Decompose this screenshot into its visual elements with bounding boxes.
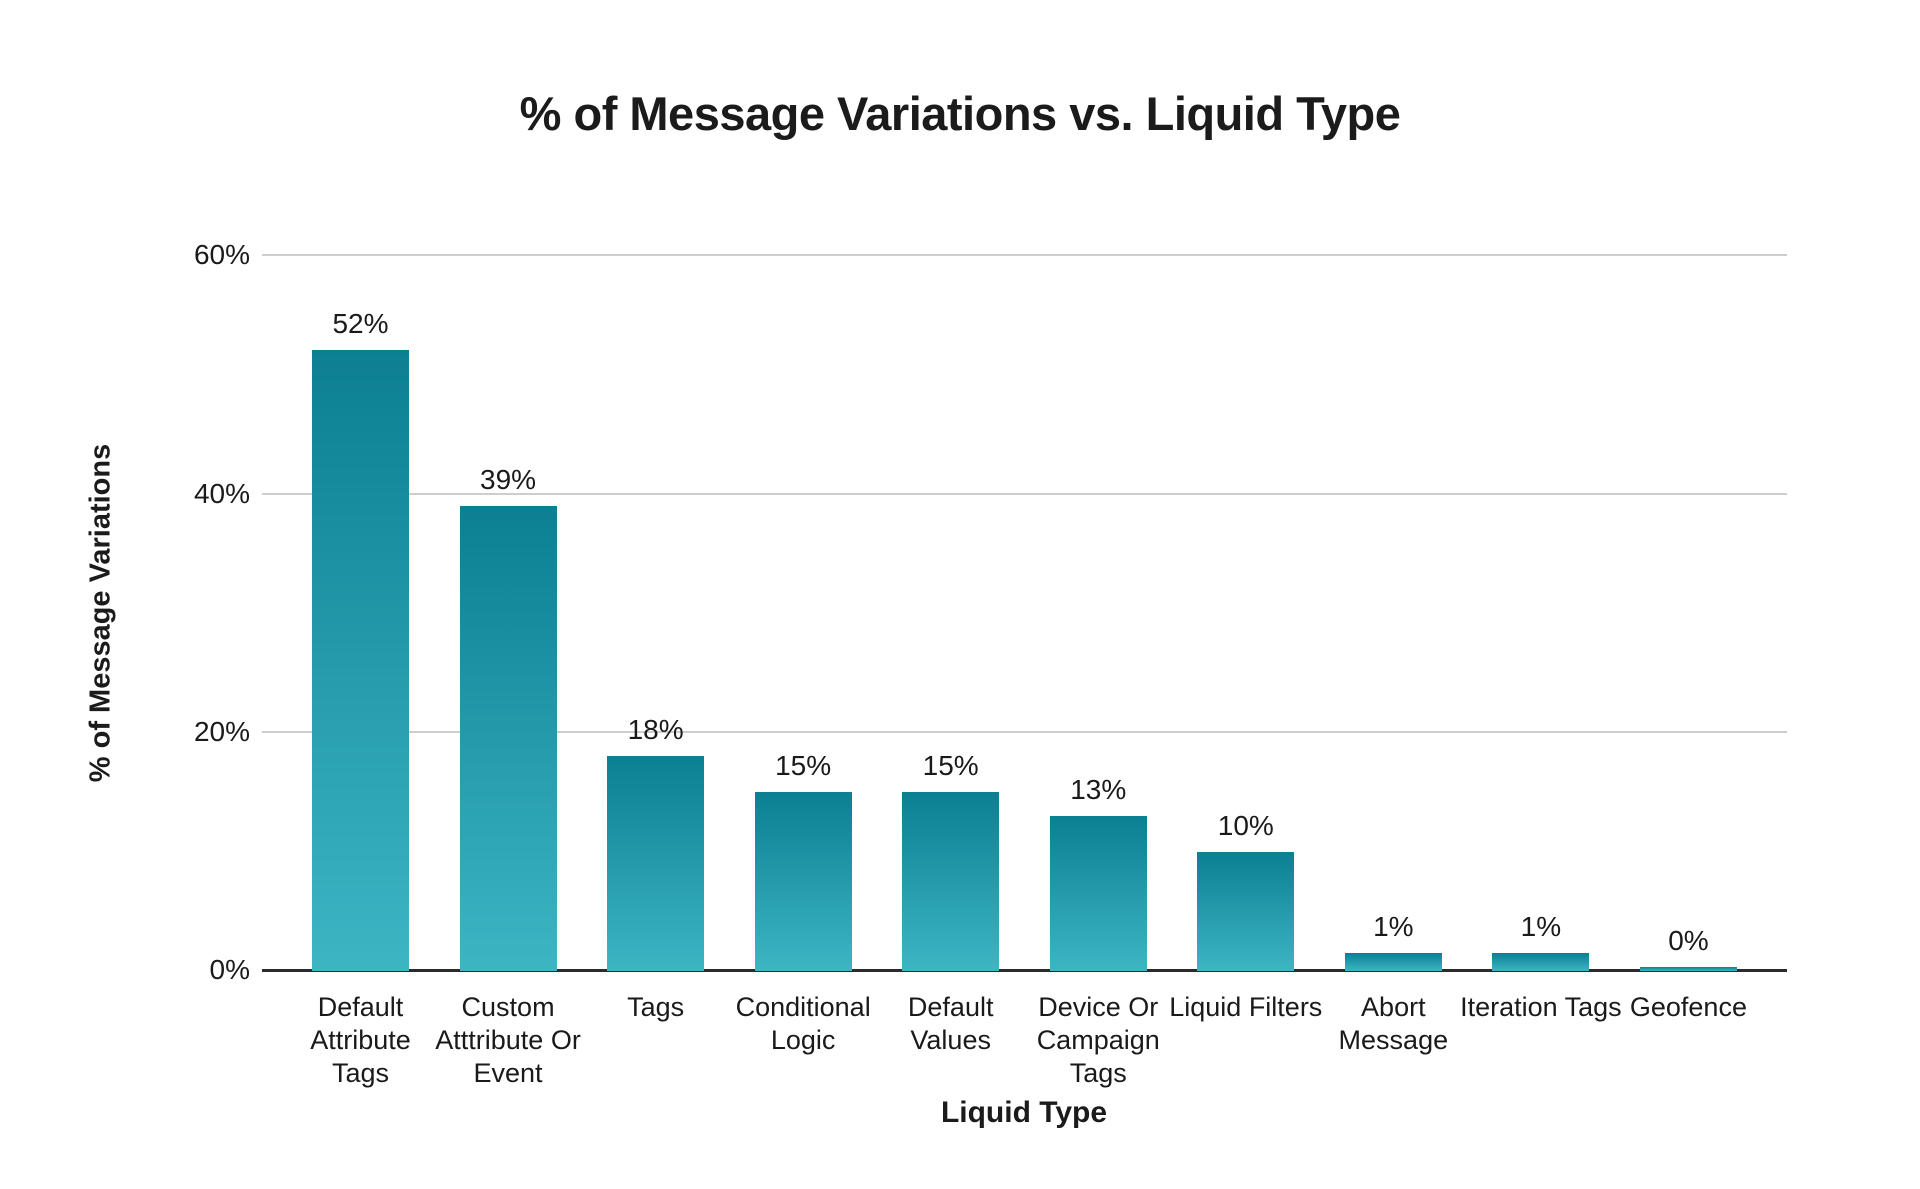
bar-value-label: 1%	[1520, 911, 1562, 942]
y-tick-label-60%: 60%	[193, 239, 250, 270]
category-label: Iteration Tags	[1460, 992, 1622, 1022]
y-tick-label-40%: 40%	[193, 477, 250, 509]
bar-column: 13%	[1049, 774, 1147, 971]
bar	[754, 792, 852, 971]
bar-column: 0%	[1639, 925, 1737, 971]
category-slot: Liquid Filters	[1169, 991, 1322, 1090]
category-label: Conditional Logic	[735, 992, 871, 1055]
bar-value-label: 52%	[332, 308, 389, 339]
bars-row: 52% 39% 18% 15% 15% 13% 10% 1% 1% 0%	[262, 255, 1787, 971]
category-label: Liquid Filters	[1169, 992, 1323, 1022]
bar-value-label: 13%	[1070, 774, 1127, 805]
bar	[1639, 967, 1737, 971]
bar-column: 39%	[459, 464, 557, 971]
category-slot: Tags	[607, 991, 704, 1090]
bar-column: 10%	[1197, 810, 1295, 971]
grid-line-40%	[262, 492, 1787, 495]
bar	[1049, 816, 1147, 971]
grid-line-60%	[262, 254, 1787, 256]
y-tick-label-20%: 20%	[193, 716, 250, 748]
bar-value-label: 10%	[1217, 810, 1274, 841]
bar-value-label: 15%	[922, 750, 979, 781]
category-label: Default Values	[907, 992, 994, 1055]
x-axis-line	[262, 969, 1787, 972]
category-slot: Default Attribute Tags	[310, 991, 411, 1090]
bar-column: 15%	[902, 750, 1000, 971]
bar-value-label: 18%	[627, 714, 684, 745]
bar	[1197, 852, 1295, 971]
category-slot: Device Or Campaign Tags	[1037, 991, 1160, 1090]
bar	[1344, 953, 1442, 971]
bar-value-label: 0%	[1668, 925, 1709, 956]
category-labels-row: Default Attribute Tags Custom Atttribute …	[262, 991, 1787, 1090]
bar	[902, 792, 1000, 971]
category-label: Abort Message	[1338, 992, 1449, 1055]
category-slot: Custom Atttribute Or Event	[435, 991, 581, 1090]
bar-column: 18%	[607, 714, 705, 971]
grid-line-20%	[262, 731, 1787, 734]
category-label: Tags	[627, 992, 685, 1022]
bar	[459, 506, 557, 971]
category-slot: Default Values	[902, 991, 999, 1090]
bar-value-label: 15%	[775, 750, 832, 781]
category-slot: Abort Message	[1339, 991, 1449, 1090]
bar-column: 15%	[754, 750, 852, 971]
y-tick-label-0%: 0%	[209, 954, 250, 985]
category-label: Default Attribute Tags	[310, 992, 411, 1088]
bar-value-label: 1%	[1373, 911, 1414, 942]
category-label: Geofence	[1629, 992, 1747, 1022]
bar-column: 52%	[312, 308, 409, 971]
bar	[1492, 953, 1590, 971]
chart-title: % of Message Variations vs. Liquid Type	[519, 87, 1401, 140]
bar	[607, 756, 705, 971]
category-slot: Iteration Tags	[1460, 991, 1622, 1090]
category-label: Device Or Campaign Tags	[1036, 992, 1160, 1088]
bar	[312, 350, 409, 971]
bar-column: 1%	[1344, 911, 1442, 971]
category-label: Custom Atttribute Or Event	[435, 992, 581, 1088]
y-axis-title: % of Message Variations	[84, 443, 117, 783]
bar-column: 1%	[1492, 911, 1590, 971]
category-slot: Conditional Logic	[736, 991, 871, 1090]
category-slot: Geofence	[1630, 991, 1747, 1090]
x-axis-title: Liquid Type	[940, 1096, 1108, 1129]
bar-value-label: 39%	[480, 464, 537, 495]
